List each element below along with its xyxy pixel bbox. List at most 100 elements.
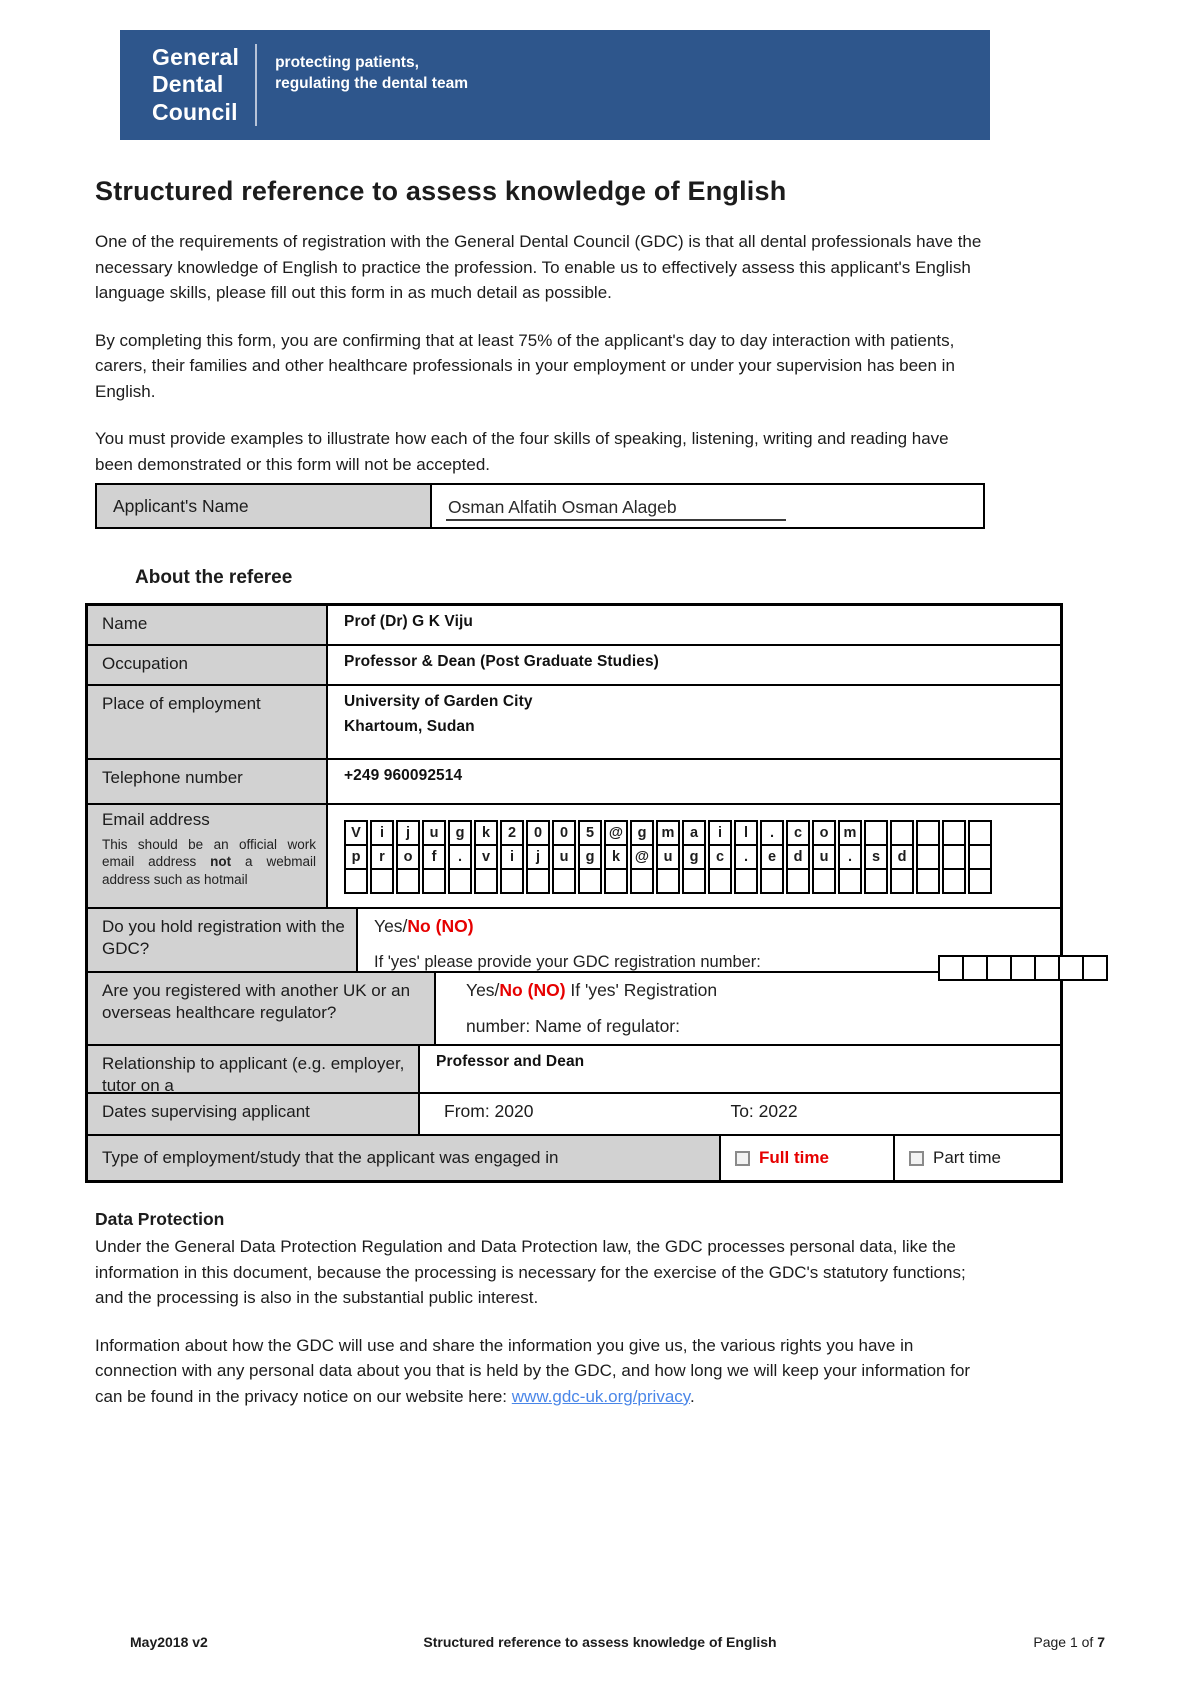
name-field[interactable]: Prof (Dr) G K Viju	[328, 606, 1060, 644]
email-char-cell[interactable]: s	[864, 844, 888, 870]
email-char-cell[interactable]: o	[812, 820, 836, 846]
part-time-option[interactable]: Part time	[893, 1136, 1060, 1180]
email-char-cell[interactable]: 0	[552, 820, 576, 846]
email-char-cell[interactable]	[526, 868, 550, 894]
gdc-number-box[interactable]	[938, 955, 964, 981]
email-char-cell[interactable]: @	[630, 844, 654, 870]
email-char-cell[interactable]: r	[370, 844, 394, 870]
email-char-cell[interactable]	[552, 868, 576, 894]
gdc-number-box[interactable]	[1058, 955, 1084, 981]
dates-supervising-field[interactable]: From: 2020 To: 2022	[420, 1094, 1060, 1134]
email-char-cell[interactable]	[370, 868, 394, 894]
email-char-cell[interactable]: .	[838, 844, 862, 870]
email-char-cell[interactable]	[604, 868, 628, 894]
email-char-cell[interactable]	[734, 868, 758, 894]
email-char-cell[interactable]	[916, 868, 940, 894]
email-char-cell[interactable]: 2	[500, 820, 524, 846]
email-char-cell[interactable]: g	[448, 820, 472, 846]
email-char-cell[interactable]: f	[422, 844, 446, 870]
email-char-cell[interactable]: 5	[578, 820, 602, 846]
email-char-cell[interactable]: .	[448, 844, 472, 870]
email-char-cell[interactable]: g	[630, 820, 654, 846]
place-of-employment-field[interactable]: University of Garden City Khartoum, Suda…	[328, 686, 1060, 758]
email-char-cell[interactable]	[942, 844, 966, 870]
email-char-cell[interactable]: u	[812, 844, 836, 870]
email-char-cell[interactable]	[474, 868, 498, 894]
email-char-cell[interactable]	[864, 820, 888, 846]
gdc-registration-followup-text: If 'yes' please provide your GDC registr…	[374, 953, 761, 971]
email-char-cell[interactable]: d	[786, 844, 810, 870]
email-char-cell[interactable]	[708, 868, 732, 894]
email-char-cell[interactable]: m	[656, 820, 680, 846]
email-char-cell[interactable]: @	[604, 820, 628, 846]
gdc-number-box[interactable]	[986, 955, 1012, 981]
email-char-cell[interactable]	[500, 868, 524, 894]
email-char-cell[interactable]: i	[500, 844, 524, 870]
email-char-cell[interactable]	[760, 868, 784, 894]
email-char-cell[interactable]	[838, 868, 862, 894]
email-char-cell[interactable]	[344, 868, 368, 894]
email-char-cell[interactable]: k	[474, 820, 498, 846]
email-char-cell[interactable]: 0	[526, 820, 550, 846]
email-char-cell[interactable]: .	[760, 820, 784, 846]
email-char-cell[interactable]	[812, 868, 836, 894]
email-char-cell[interactable]: p	[344, 844, 368, 870]
gdc-registration-number-boxes[interactable]	[938, 955, 1108, 981]
other-regulator-field[interactable]: Yes/No (NO) If 'yes' Registration number…	[436, 973, 1060, 1044]
occupation-label: Occupation	[88, 646, 328, 684]
gdc-number-box[interactable]	[1034, 955, 1060, 981]
email-char-cell[interactable]	[682, 868, 706, 894]
email-char-cell[interactable]: g	[578, 844, 602, 870]
occupation-field[interactable]: Professor & Dean (Post Graduate Studies)	[328, 646, 1060, 684]
email-char-cell[interactable]: l	[734, 820, 758, 846]
email-char-cell[interactable]: e	[760, 844, 784, 870]
email-char-cell[interactable]	[968, 868, 992, 894]
email-char-cell[interactable]	[578, 868, 602, 894]
email-char-cell[interactable]	[890, 868, 914, 894]
email-char-cell[interactable]	[968, 820, 992, 846]
relationship-field[interactable]: Professor and Dean	[420, 1046, 1060, 1092]
email-char-cell[interactable]: v	[474, 844, 498, 870]
full-time-checkbox-icon[interactable]	[735, 1150, 750, 1166]
email-char-cell[interactable]	[864, 868, 888, 894]
email-char-cell[interactable]	[630, 868, 654, 894]
gdc-number-box[interactable]	[1082, 955, 1108, 981]
email-char-cell[interactable]: j	[396, 820, 420, 846]
email-char-cell[interactable]: k	[604, 844, 628, 870]
email-char-cell[interactable]: c	[708, 844, 732, 870]
email-char-cell[interactable]: .	[734, 844, 758, 870]
email-char-cell[interactable]	[968, 844, 992, 870]
email-char-cell[interactable]	[422, 868, 446, 894]
email-char-cell[interactable]: g	[682, 844, 706, 870]
email-char-cell[interactable]: i	[708, 820, 732, 846]
email-char-cell[interactable]: o	[396, 844, 420, 870]
email-char-cell[interactable]: j	[526, 844, 550, 870]
email-char-cell[interactable]	[448, 868, 472, 894]
email-char-cell[interactable]: c	[786, 820, 810, 846]
gdc-registration-field[interactable]: Yes/No (NO) If 'yes' please provide your…	[358, 909, 1108, 981]
email-char-cell[interactable]	[916, 820, 940, 846]
gdc-number-box[interactable]	[1010, 955, 1036, 981]
privacy-link[interactable]: www.gdc-uk.org/privacy	[511, 1386, 691, 1406]
email-char-cell[interactable]	[942, 868, 966, 894]
full-time-option[interactable]: Full time	[719, 1136, 893, 1180]
email-char-cell[interactable]: d	[890, 844, 914, 870]
email-char-cell[interactable]: m	[838, 820, 862, 846]
email-char-cell[interactable]: u	[552, 844, 576, 870]
email-char-cell[interactable]: a	[682, 820, 706, 846]
email-char-cell[interactable]	[656, 868, 680, 894]
gdc-number-box[interactable]	[962, 955, 988, 981]
email-char-cell[interactable]: i	[370, 820, 394, 846]
email-char-cell[interactable]	[916, 844, 940, 870]
email-char-cell[interactable]: V	[344, 820, 368, 846]
email-char-cell[interactable]	[396, 868, 420, 894]
part-time-checkbox-icon[interactable]	[909, 1150, 924, 1166]
email-char-cell[interactable]: u	[656, 844, 680, 870]
email-char-cell[interactable]: u	[422, 820, 446, 846]
applicant-name-field[interactable]: Osman Alfatih Osman Alageb	[432, 485, 983, 527]
email-char-cell[interactable]	[942, 820, 966, 846]
email-char-cell[interactable]	[786, 868, 810, 894]
email-char-cell[interactable]	[890, 820, 914, 846]
telephone-field[interactable]: +249 960092514	[328, 760, 1060, 803]
